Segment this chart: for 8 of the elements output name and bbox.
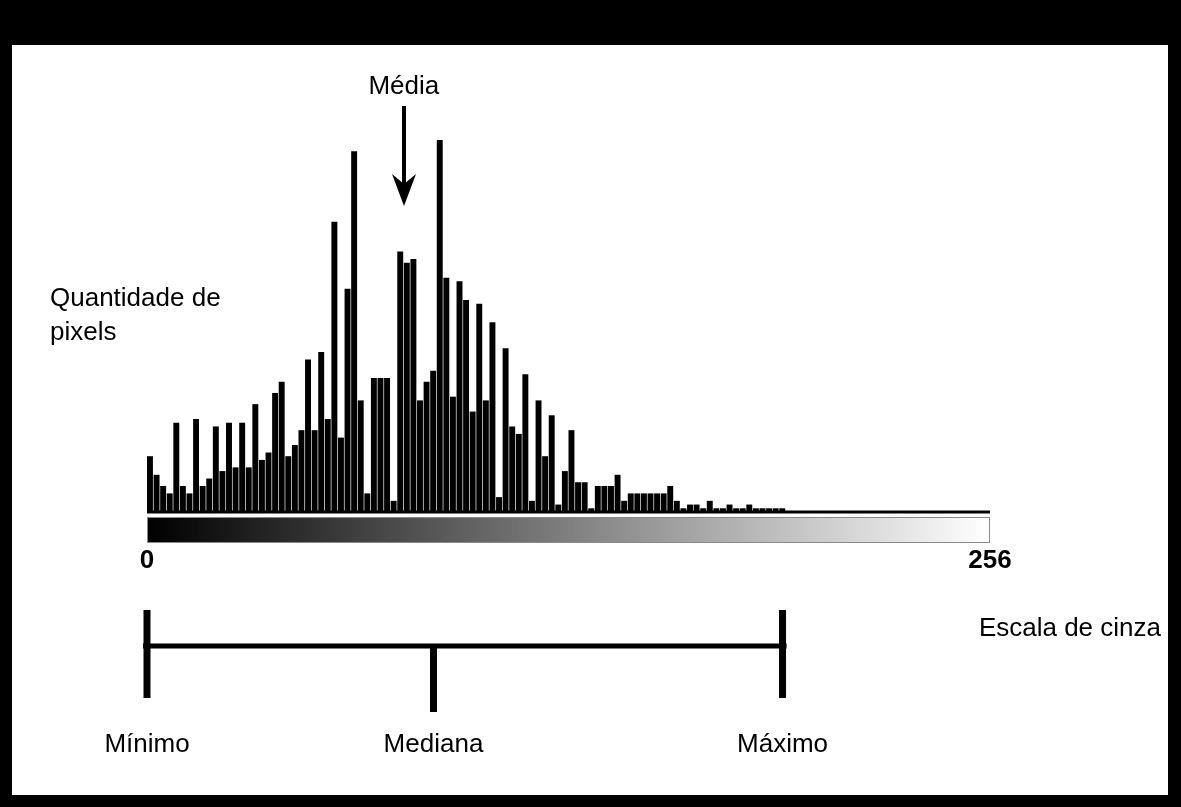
- y-axis-title: Quantidade de pixels: [50, 281, 222, 348]
- x-tick-label: 0: [139, 544, 155, 575]
- annotation: Mediana: [382, 728, 485, 759]
- annotation: Média: [367, 70, 441, 101]
- annotation: Mínimo: [103, 728, 191, 759]
- annotation: Máximo: [736, 728, 830, 759]
- x-axis-title: Escala de cinza: [978, 612, 1161, 643]
- x-tick-label: 256: [968, 544, 1012, 575]
